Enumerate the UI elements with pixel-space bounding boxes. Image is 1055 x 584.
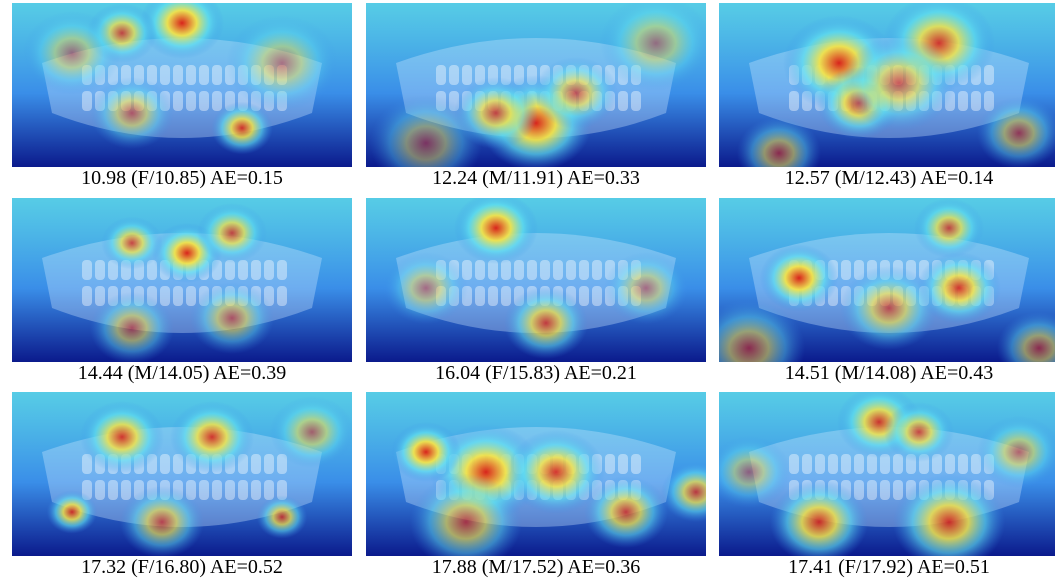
panel-caption: 16.04 (F/15.83) AE=0.21 [435, 362, 637, 384]
xray-heatmap-image [12, 3, 352, 167]
panel-3 [719, 3, 1055, 167]
panel-1 [12, 3, 352, 167]
panel-8 [366, 392, 706, 556]
panel-caption: 12.24 (M/11.91) AE=0.33 [432, 167, 640, 189]
xray-heatmap-image [719, 198, 1055, 362]
panel-6 [719, 198, 1055, 362]
xray-heatmap-image [12, 198, 352, 362]
panel-caption: 14.44 (M/14.05) AE=0.39 [77, 362, 287, 384]
panel-2 [366, 3, 706, 167]
xray-heatmap-image [366, 392, 706, 556]
panel-9 [719, 392, 1055, 556]
panel-4 [12, 198, 352, 362]
xray-heatmap-image [366, 3, 706, 167]
panel-caption: 17.88 (M/17.52) AE=0.36 [431, 556, 641, 578]
panel-7 [12, 392, 352, 556]
panel-caption: 14.51 (M/14.08) AE=0.43 [784, 362, 994, 384]
xray-heatmap-image [719, 3, 1055, 167]
panel-caption: 17.32 (F/16.80) AE=0.52 [81, 556, 283, 578]
xray-heatmap-image [366, 198, 706, 362]
xray-heatmap-image [12, 392, 352, 556]
xray-heatmap-image [719, 392, 1055, 556]
panel-5 [366, 198, 706, 362]
panel-caption: 12.57 (M/12.43) AE=0.14 [784, 167, 994, 189]
panel-caption: 17.41 (F/17.92) AE=0.51 [788, 556, 990, 578]
panel-caption: 10.98 (F/10.85) AE=0.15 [81, 167, 283, 189]
